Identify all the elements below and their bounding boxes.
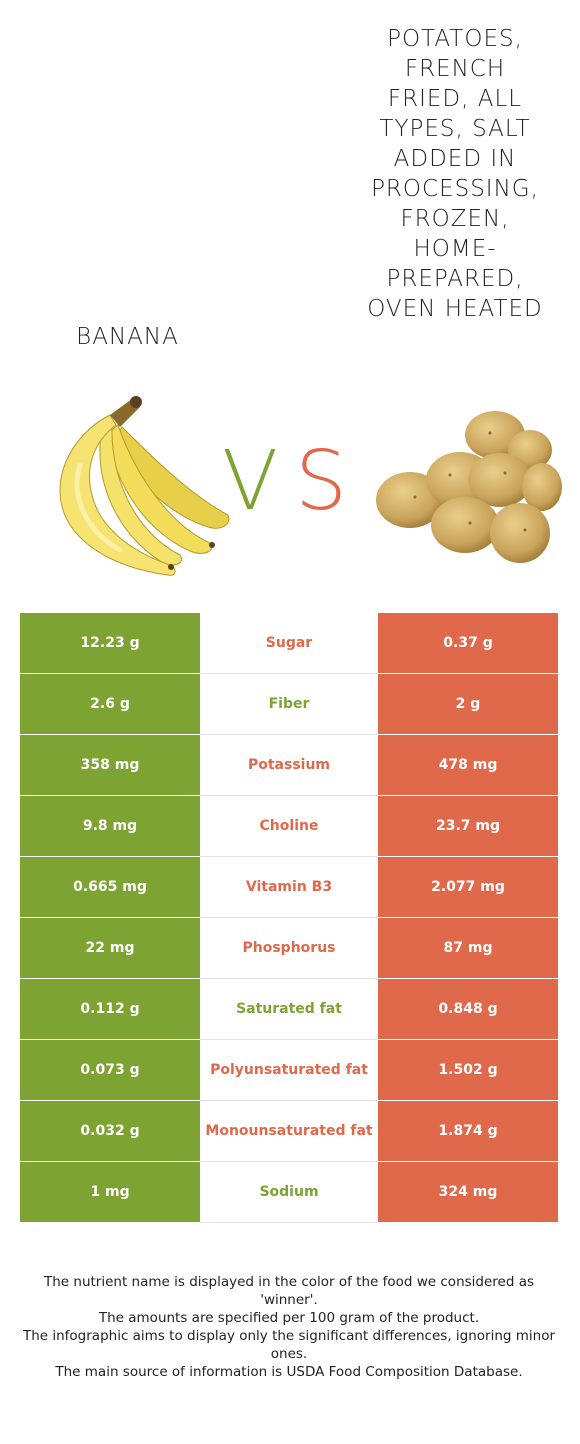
- nutrient-name: Potassium: [200, 734, 378, 796]
- right-value: 1.502 g: [378, 1039, 558, 1101]
- nutrient-name: Sugar: [200, 613, 378, 674]
- right-value: 0.37 g: [378, 613, 558, 674]
- nutrient-name: Saturated fat: [200, 978, 378, 1040]
- nutrient-name: Fiber: [200, 673, 378, 735]
- table-row: 2.6 g Fiber 2 g: [20, 673, 558, 735]
- banana-image: [59, 396, 230, 576]
- footer-notes: The nutrient name is displayed in the co…: [20, 1273, 558, 1381]
- left-food-title: Banana: [76, 324, 179, 350]
- nutrient-name: Sodium: [200, 1161, 378, 1223]
- nutrient-name: Choline: [200, 795, 378, 857]
- potato-image: [376, 411, 562, 563]
- vs-letter-s: S: [295, 434, 348, 529]
- left-value: 2.6 g: [20, 673, 200, 735]
- nutrient-name: Phosphorus: [200, 917, 378, 979]
- right-value: 324 mg: [378, 1161, 558, 1223]
- nutrient-name: Vitamin B3: [200, 856, 378, 918]
- table-row: 0.665 mg Vitamin B3 2.077 mg: [20, 856, 558, 918]
- table-row: 0.032 g Monounsaturated fat 1.874 g: [20, 1100, 558, 1162]
- vs-letter-v: V: [222, 434, 279, 529]
- footer-line: The infographic aims to display only the…: [22, 1328, 556, 1362]
- footer-line: The main source of information is USDA F…: [55, 1364, 523, 1380]
- table-row: 1 mg Sodium 324 mg: [20, 1161, 558, 1223]
- right-value: 478 mg: [378, 734, 558, 796]
- left-value: 358 mg: [20, 734, 200, 796]
- footer-line: The nutrient name is displayed in the co…: [43, 1274, 535, 1308]
- nutrient-name: Polyunsaturated fat: [200, 1039, 378, 1101]
- left-value: 22 mg: [20, 917, 200, 979]
- table-row: 12.23 g Sugar 0.37 g: [20, 613, 558, 674]
- right-value: 23.7 mg: [378, 795, 558, 857]
- right-value: 0.848 g: [378, 978, 558, 1040]
- table-row: 0.112 g Saturated fat 0.848 g: [20, 978, 558, 1040]
- right-value: 2 g: [378, 673, 558, 735]
- table-row: 9.8 mg Choline 23.7 mg: [20, 795, 558, 857]
- left-value: 0.665 mg: [20, 856, 200, 918]
- comparison-table: 12.23 g Sugar 0.37 g 2.6 g Fiber 2 g 358 mg Pot…: [20, 613, 558, 1223]
- left-value: 12.23 g: [20, 613, 200, 674]
- right-value: 87 mg: [378, 917, 558, 979]
- table-row: 22 mg Phosphorus 87 mg: [20, 917, 558, 979]
- table-row: 0.073 g Polyunsaturated fat 1.502 g: [20, 1039, 558, 1101]
- left-value: 1 mg: [20, 1161, 200, 1223]
- table-row: 358 mg Potassium 478 mg: [20, 734, 558, 796]
- left-value: 0.073 g: [20, 1039, 200, 1101]
- right-value: 1.874 g: [378, 1100, 558, 1162]
- left-value: 0.032 g: [20, 1100, 200, 1162]
- right-value: 2.077 mg: [378, 856, 558, 918]
- footer-line: The amounts are specified per 100 gram o…: [98, 1310, 480, 1326]
- left-value: 9.8 mg: [20, 795, 200, 857]
- right-food-title: Potatoes, french fried, all types, salt …: [367, 26, 543, 322]
- nutrient-name: Monounsaturated fat: [200, 1100, 378, 1162]
- left-value: 0.112 g: [20, 978, 200, 1040]
